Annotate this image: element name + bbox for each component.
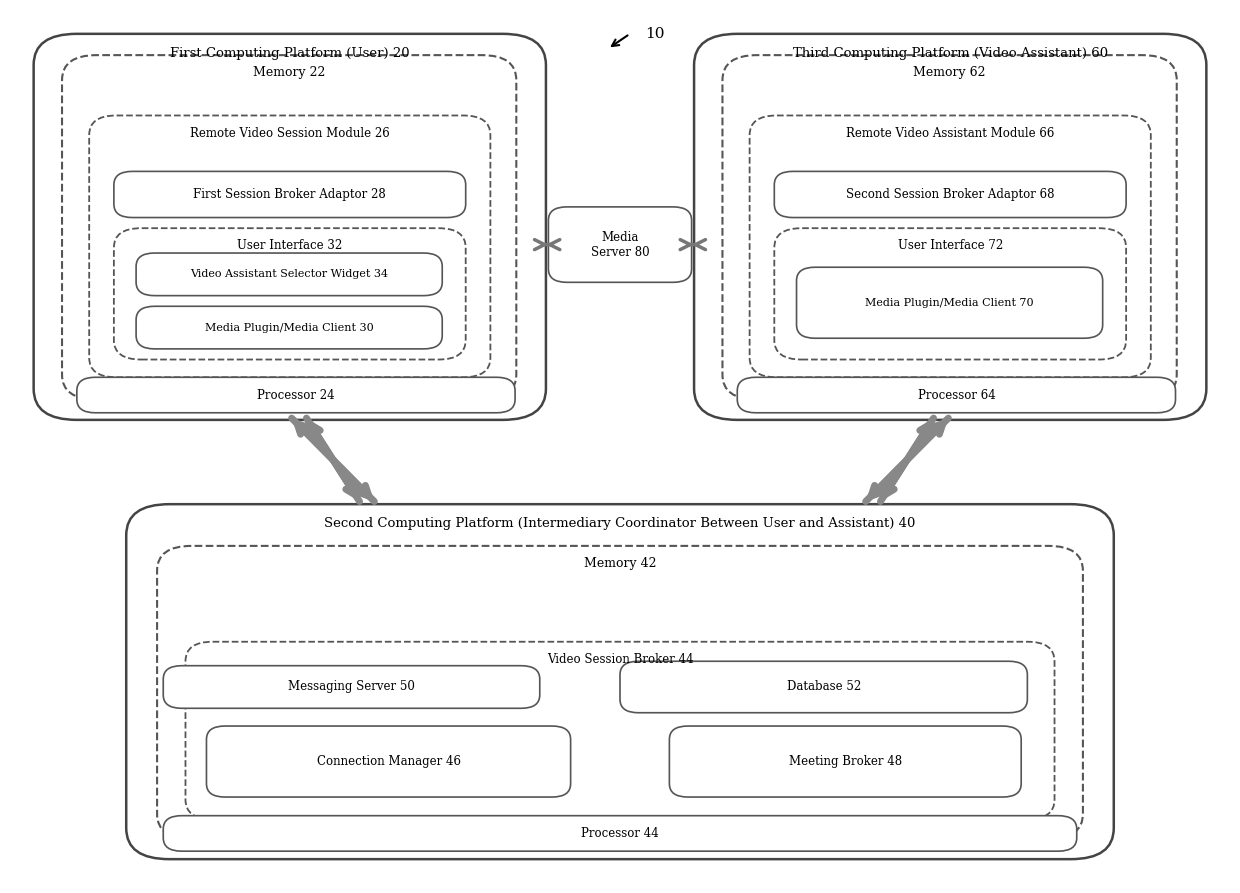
Text: 10: 10	[645, 27, 665, 41]
FancyBboxPatch shape	[796, 267, 1102, 338]
FancyBboxPatch shape	[114, 229, 466, 360]
FancyBboxPatch shape	[164, 815, 1076, 851]
Text: Media
Server 80: Media Server 80	[590, 230, 650, 259]
Text: First Computing Platform (User) 20: First Computing Platform (User) 20	[170, 46, 409, 60]
FancyBboxPatch shape	[114, 171, 466, 218]
Text: Processor 44: Processor 44	[582, 827, 658, 840]
Text: Third Computing Platform (Video Assistant) 60: Third Computing Platform (Video Assistan…	[792, 46, 1107, 60]
FancyBboxPatch shape	[750, 115, 1151, 377]
Text: Processor 24: Processor 24	[257, 388, 335, 402]
FancyBboxPatch shape	[164, 665, 539, 708]
Text: Second Session Broker Adaptor 68: Second Session Broker Adaptor 68	[846, 188, 1054, 201]
Text: Connection Manager 46: Connection Manager 46	[316, 755, 460, 768]
Text: Video Assistant Selector Widget 34: Video Assistant Selector Widget 34	[190, 270, 388, 280]
Text: Processor 64: Processor 64	[918, 388, 996, 402]
Text: Messaging Server 50: Messaging Server 50	[288, 680, 415, 694]
FancyBboxPatch shape	[136, 306, 443, 349]
FancyBboxPatch shape	[33, 34, 546, 420]
Text: Memory 42: Memory 42	[584, 557, 656, 570]
Text: Memory 22: Memory 22	[253, 66, 325, 79]
FancyBboxPatch shape	[136, 253, 443, 296]
Text: Database 52: Database 52	[786, 680, 861, 694]
FancyBboxPatch shape	[694, 34, 1207, 420]
FancyBboxPatch shape	[723, 55, 1177, 399]
Text: User Interface 32: User Interface 32	[237, 239, 342, 253]
FancyBboxPatch shape	[774, 171, 1126, 218]
FancyBboxPatch shape	[738, 377, 1176, 413]
Text: User Interface 72: User Interface 72	[898, 239, 1003, 253]
Text: Memory 62: Memory 62	[914, 66, 986, 79]
FancyBboxPatch shape	[186, 642, 1054, 819]
FancyBboxPatch shape	[157, 546, 1083, 839]
Text: Remote Video Session Module 26: Remote Video Session Module 26	[190, 127, 389, 139]
FancyBboxPatch shape	[548, 207, 692, 282]
FancyBboxPatch shape	[62, 55, 516, 399]
Text: Second Computing Platform (Intermediary Coordinator Between User and Assistant) : Second Computing Platform (Intermediary …	[325, 517, 915, 530]
FancyBboxPatch shape	[774, 229, 1126, 360]
FancyBboxPatch shape	[89, 115, 490, 377]
FancyBboxPatch shape	[77, 377, 515, 413]
Text: Meeting Broker 48: Meeting Broker 48	[789, 755, 901, 768]
FancyBboxPatch shape	[670, 726, 1022, 797]
Text: Media Plugin/Media Client 30: Media Plugin/Media Client 30	[205, 322, 373, 332]
Text: Remote Video Assistant Module 66: Remote Video Assistant Module 66	[846, 127, 1054, 139]
FancyBboxPatch shape	[620, 661, 1028, 713]
FancyBboxPatch shape	[207, 726, 570, 797]
FancyBboxPatch shape	[126, 505, 1114, 859]
Text: Video Session Broker 44: Video Session Broker 44	[547, 653, 693, 666]
Text: First Session Broker Adaptor 28: First Session Broker Adaptor 28	[193, 188, 386, 201]
Text: Media Plugin/Media Client 70: Media Plugin/Media Client 70	[866, 297, 1034, 308]
